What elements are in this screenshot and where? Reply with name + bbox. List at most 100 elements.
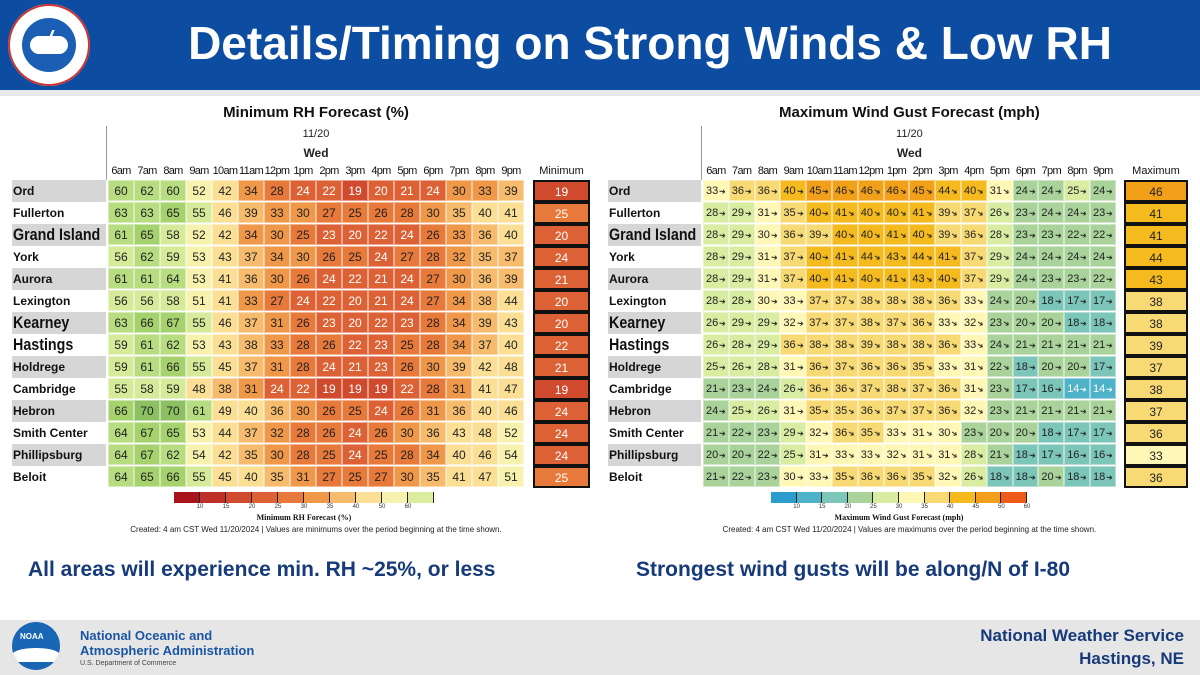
table-cell: 35➔ (832, 466, 858, 487)
colorbar-tick: 40 (352, 504, 360, 510)
time-header: 9am (783, 165, 804, 177)
cell-value: 59 (114, 360, 128, 374)
table-cell: 23➔ (1090, 202, 1116, 223)
table-cell: 23 (316, 312, 342, 333)
rh-table-panel: Minimum RH Forecast (%) 11/20 Wed 6am 7am 8am… (0, 96, 600, 536)
table-cell: 37➔ (883, 312, 910, 333)
table-cell: 49 (212, 400, 238, 421)
wind-direction-arrow-icon: ➔ (770, 230, 779, 241)
wind-direction-arrow-icon: ➔ (821, 428, 830, 439)
time-header: 3pm (938, 165, 958, 177)
cell-value: 25 (348, 206, 362, 220)
cell-value: 39 (504, 272, 518, 286)
table-cell: 27 (316, 466, 342, 487)
cell-value: 27 (270, 294, 284, 308)
table-cell: 32 (264, 422, 290, 443)
summary-cell: 44 (1124, 246, 1188, 268)
table-cell: 37 (498, 246, 524, 267)
table-cell: 26 (394, 356, 420, 377)
table-cell: 19 (342, 378, 368, 399)
table-cell: 26➔ (703, 312, 729, 333)
cell-value: 30 (426, 206, 440, 220)
table-cell: 54 (186, 444, 212, 465)
cell-value: 24 (296, 294, 310, 308)
time-header: 6am (111, 165, 131, 177)
cell-value: 31 (757, 251, 770, 263)
colorbar-segment (356, 492, 382, 503)
axis-line (701, 126, 702, 180)
table-cell: 63 (108, 312, 134, 333)
table-cell: 23➔ (754, 422, 781, 443)
table-cell: 36 (264, 400, 290, 421)
table-cell: 24➔ (986, 334, 1013, 355)
table-cell: 66 (160, 466, 186, 487)
wind-direction-arrow-icon: ➔ (1053, 274, 1063, 285)
cell-value: 41 (886, 273, 899, 285)
cell-value: 28 (731, 339, 745, 351)
divider (0, 90, 1200, 96)
table-cell: 40➔ (857, 268, 884, 289)
cell-value: 66 (166, 470, 180, 484)
cell-value: 30 (270, 448, 284, 462)
table-cell: 23 (368, 356, 394, 377)
cell-value: 28 (270, 184, 284, 198)
cell-value: 66 (166, 360, 180, 374)
cell-value: 25 (348, 404, 362, 418)
table-cell: 36➔ (935, 378, 961, 399)
cell-value: 36 (938, 405, 951, 417)
cell-value: 25 (348, 250, 362, 264)
cell-value: 24 (322, 360, 336, 374)
time-header: 6pm (1015, 165, 1036, 177)
cell-value: 27 (322, 206, 336, 220)
cell-value: 36 (912, 317, 925, 329)
table-cell: 18➔ (1038, 290, 1065, 311)
wind-direction-arrow-icon: ➔ (1079, 230, 1088, 241)
table-cell: 21➔ (1090, 334, 1116, 355)
table-cell: 25➔ (1064, 180, 1090, 201)
table-cell: 24 (394, 290, 420, 311)
cell-value: 31 (296, 470, 310, 484)
table-cell: 45➔ (806, 180, 832, 201)
table-cell: 33➔ (961, 334, 987, 355)
cell-value: 26 (964, 471, 977, 483)
table-cell: 41➔ (832, 246, 858, 267)
cell-value: 38 (860, 317, 874, 329)
cell-value: 38 (835, 339, 848, 351)
table-cell: 36➔ (935, 400, 961, 421)
cell-value: 26 (426, 228, 440, 242)
wind-direction-arrow-icon: ➔ (795, 252, 805, 263)
table-cell: 24 (394, 224, 420, 245)
cell-value: 31 (989, 185, 1003, 197)
table-cell: 67 (134, 422, 160, 443)
cell-value: 30 (296, 404, 310, 418)
colorbar-segment (899, 492, 925, 503)
table-cell: 19 (342, 180, 368, 201)
table-cell: 62 (160, 444, 186, 465)
wind-direction-arrow-icon: ➔ (821, 472, 830, 483)
table-cell: 22 (316, 180, 342, 201)
cell-value: 21 (348, 360, 362, 374)
cell-value: 39 (938, 207, 951, 219)
table-cell: 33 (238, 290, 264, 311)
table-cell: 24➔ (1012, 246, 1039, 267)
wind-direction-arrow-icon: ➔ (1028, 450, 1037, 461)
table-cell: 36➔ (780, 334, 807, 355)
wind-direction-arrow-icon: ➔ (795, 296, 805, 307)
table-cell: 22 (368, 312, 394, 333)
cell-value: 30 (757, 229, 770, 241)
table-cell: 67 (134, 444, 160, 465)
cell-value: 32 (452, 250, 466, 264)
colorbar-tick: 50 (998, 504, 1005, 510)
table-cell: 25 (394, 334, 420, 355)
summary-cell: 38 (1124, 312, 1188, 334)
cell-value: 23 (1015, 207, 1028, 219)
cell-value: 41 (478, 382, 492, 396)
table-cell: 22 (394, 378, 420, 399)
summary-cell: 19 (533, 180, 590, 202)
location-label: Grand Island (608, 224, 701, 246)
table-cell: 20 (342, 290, 368, 311)
table-cell: 17➔ (1012, 378, 1039, 399)
summary-cell: 24 (533, 246, 590, 268)
cell-value: 23 (322, 316, 336, 330)
cell-value: 30 (400, 470, 414, 484)
